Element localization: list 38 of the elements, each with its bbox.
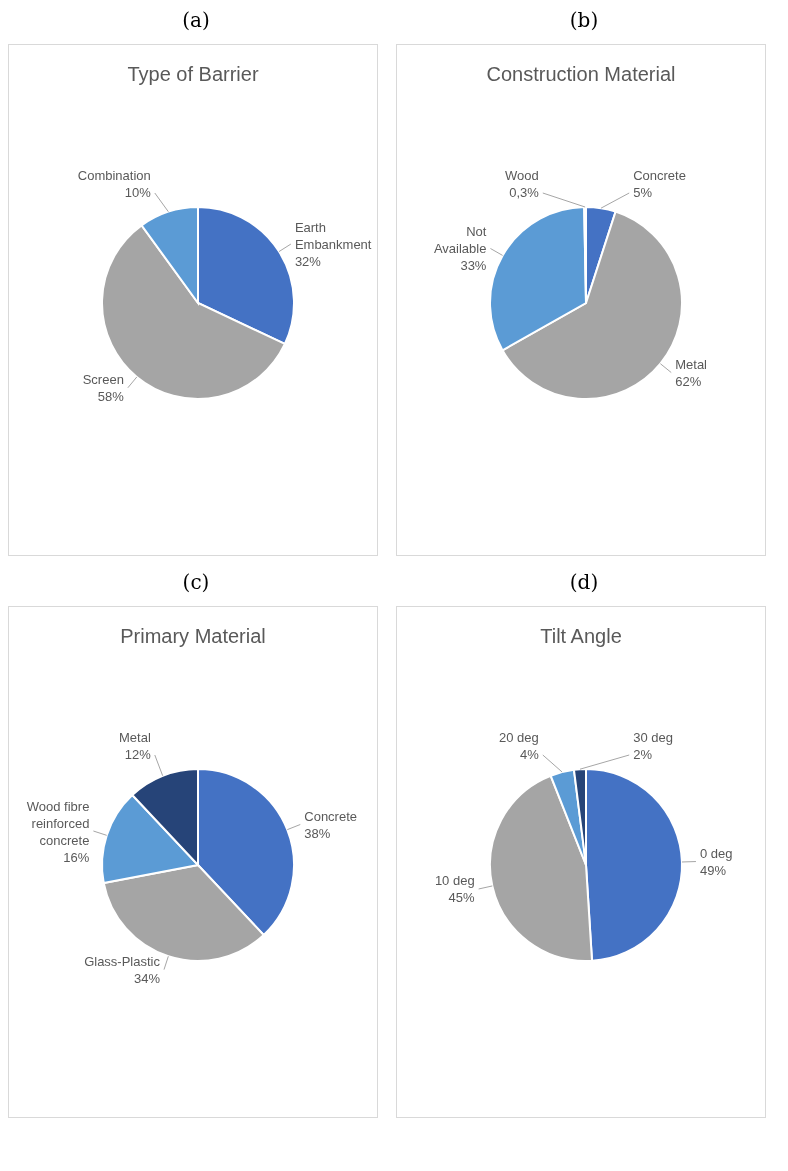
data-label: 5% xyxy=(633,185,653,200)
slice-label: Combination xyxy=(77,168,151,183)
data-label: 32% xyxy=(294,254,322,270)
slice-label: Concrete xyxy=(633,168,686,183)
text: (a) xyxy=(181,8,211,34)
slice-label: Metal xyxy=(675,357,708,373)
slice-label: Wood fibre reinforced concrete xyxy=(26,798,90,848)
slice-label: 30 deg xyxy=(633,730,673,745)
data-label: 12% xyxy=(124,747,152,762)
slice-label: Metal xyxy=(119,730,151,745)
data-label: 34% xyxy=(133,971,161,987)
data-label: 10% xyxy=(124,185,152,200)
data-label: 33% xyxy=(460,258,487,274)
slice-label: Screen xyxy=(82,372,124,388)
slice-label: 20 deg xyxy=(499,730,539,745)
data-label: 49% xyxy=(699,863,727,879)
data-label: 16% xyxy=(63,849,90,865)
chart-title: Construction Material xyxy=(485,63,677,87)
text: (c) xyxy=(181,570,211,596)
text: (b) xyxy=(568,8,600,34)
slice-label: Wood xyxy=(505,168,539,183)
data-label: 62% xyxy=(675,374,702,390)
chart-title: Tilt Angle xyxy=(539,625,623,649)
data-label: 58% xyxy=(97,389,125,405)
data-label: 2% xyxy=(633,747,653,762)
slice-label: Earth Embankment xyxy=(294,220,372,253)
data-label: 45% xyxy=(448,890,476,906)
text: (d) xyxy=(568,570,600,596)
data-label: 0,3% xyxy=(509,185,540,200)
chart-title: Primary Material xyxy=(119,625,267,649)
slice-label: Concrete xyxy=(304,809,358,825)
slice-label: Glass-Plastic xyxy=(84,954,161,970)
slice-label: 0 deg xyxy=(699,846,733,862)
data-label: 38% xyxy=(304,826,331,842)
data-label: 4% xyxy=(520,747,540,762)
slice-label: Not Available xyxy=(433,224,487,257)
slice-label: 10 deg xyxy=(434,873,475,889)
chart-title: Type of Barrier xyxy=(126,63,260,87)
